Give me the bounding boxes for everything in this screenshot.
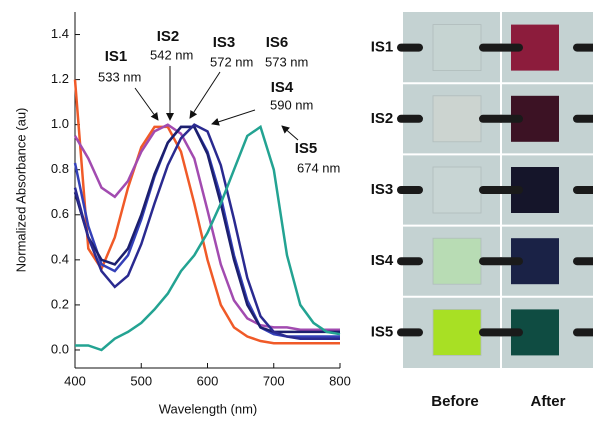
clip: [497, 328, 523, 337]
spectrum-line: [73, 123, 340, 331]
y-tick-label: 1.2: [51, 71, 69, 86]
row-label: IS1: [371, 39, 394, 56]
row-label: IS3: [371, 181, 394, 198]
before-film: [432, 24, 482, 72]
annotation-text: 542 nm: [150, 47, 193, 62]
y-tick-label: 1.4: [51, 26, 69, 41]
annotation-arrow: [134, 87, 159, 121]
y-tick-label: 0.8: [51, 161, 69, 176]
annotation-arrow: [211, 109, 256, 126]
spectrum-line: [75, 124, 341, 352]
clip: [573, 186, 593, 194]
clip: [397, 114, 423, 123]
clip: [397, 257, 423, 266]
annotation-text: 573 nm: [265, 54, 308, 69]
clip: [573, 114, 593, 123]
spectrum-line: [73, 79, 340, 345]
annotation-text: 674 nm: [297, 160, 340, 175]
spectrum-line: [73, 123, 340, 340]
row-label: IS4: [371, 252, 394, 269]
before-film: [432, 95, 482, 143]
annotation-label: IS2: [157, 28, 180, 45]
annotation-text: 590 nm: [270, 97, 313, 112]
clip: [497, 186, 523, 194]
annotation-text: 572 nm: [210, 54, 253, 69]
spectrum-line: [73, 125, 340, 334]
y-tick-label: 0.2: [51, 296, 69, 311]
annotation-label: IS1: [105, 48, 128, 65]
before-film: [432, 166, 482, 214]
clip: [573, 257, 593, 266]
column-label: Before: [431, 393, 479, 410]
x-tick-label: 700: [263, 373, 285, 388]
y-tick-label: 0.4: [51, 251, 69, 266]
clip: [397, 328, 423, 337]
x-tick-label: 800: [329, 373, 351, 388]
y-tick-label: 1.0: [51, 116, 69, 131]
clip: [397, 186, 423, 194]
y-tick-label: 0.6: [51, 206, 69, 221]
annotation-label: IS6: [266, 34, 289, 51]
x-tick-label: 600: [197, 373, 219, 388]
annotation-arrow: [189, 71, 221, 119]
x-tick-label: 400: [64, 373, 86, 388]
clip: [497, 43, 523, 52]
y-tick-label: 0.0: [51, 341, 69, 356]
row-label: IS2: [371, 110, 394, 127]
x-axis-label: Wavelength (nm): [159, 401, 258, 416]
annotation-label: IS3: [213, 34, 236, 51]
annotation-label: IS4: [271, 79, 294, 96]
clip: [497, 114, 523, 123]
clip: [397, 43, 423, 52]
clip: [497, 257, 523, 266]
annotation-arrow: [281, 125, 299, 141]
clip: [573, 328, 593, 337]
annotation-text: 533 nm: [98, 69, 141, 84]
clip: [573, 43, 593, 52]
before-film: [432, 308, 482, 356]
y-axis-label: Normalized Absorbance (au): [13, 108, 28, 273]
before-film: [432, 237, 482, 285]
annotation-label: IS5: [295, 140, 318, 157]
row-label: IS5: [371, 323, 394, 340]
column-label: After: [530, 393, 565, 410]
x-tick-label: 500: [130, 373, 152, 388]
